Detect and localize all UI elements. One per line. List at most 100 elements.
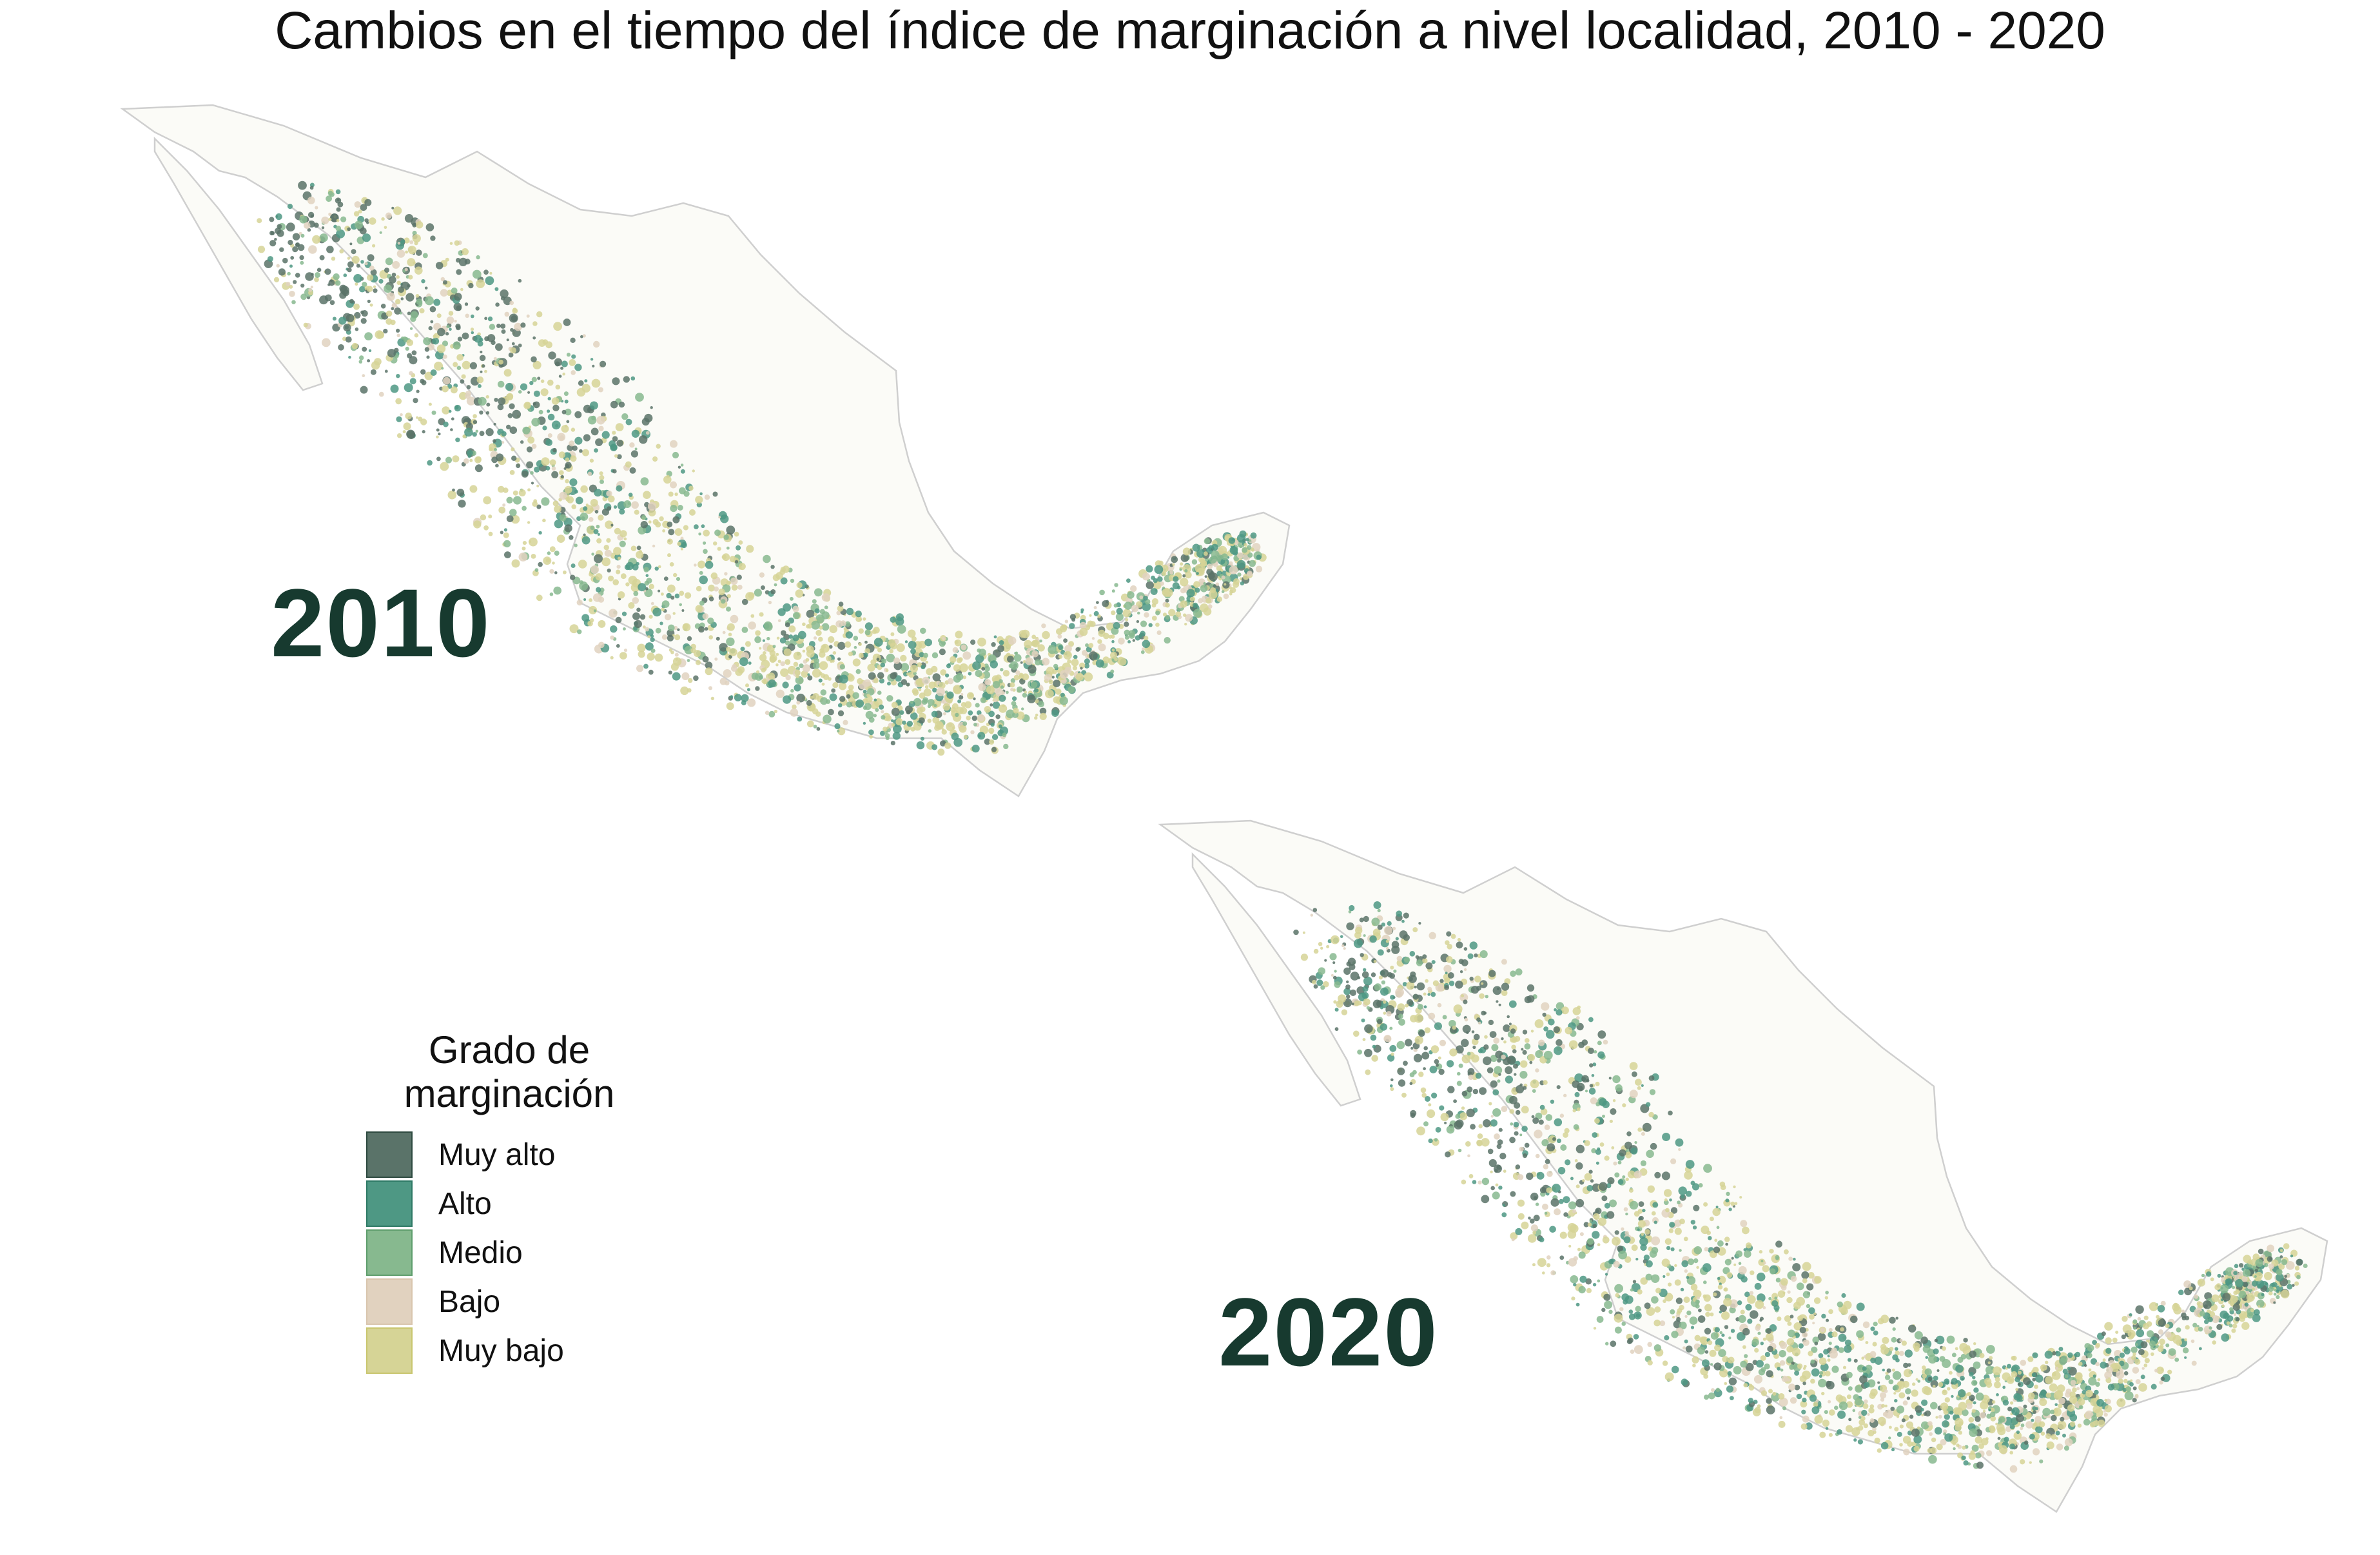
- locality-dot: [587, 471, 592, 476]
- locality-dot: [1892, 1327, 1896, 1331]
- map-2010: [120, 104, 1291, 797]
- locality-dot: [2198, 1280, 2203, 1285]
- locality-dot: [1661, 1171, 1670, 1180]
- locality-dot: [598, 641, 605, 649]
- locality-dot: [2146, 1330, 2154, 1338]
- locality-dot: [1709, 1349, 1717, 1357]
- locality-dot: [1868, 1407, 1875, 1414]
- locality-dot: [1521, 1126, 1528, 1132]
- locality-dot: [1204, 538, 1211, 545]
- locality-dot: [476, 376, 484, 384]
- locality-dot: [1861, 1356, 1864, 1360]
- locality-dot: [565, 424, 568, 427]
- locality-dot: [1533, 1215, 1540, 1222]
- locality-dot: [1405, 1003, 1409, 1008]
- locality-dot: [1519, 1071, 1528, 1079]
- locality-dot: [665, 614, 672, 621]
- locality-dot: [663, 576, 668, 581]
- locality-dot: [1519, 1146, 1524, 1152]
- locality-dot: [347, 227, 351, 231]
- locality-dot: [1567, 1223, 1577, 1232]
- locality-dot: [1511, 1044, 1516, 1050]
- locality-dot: [655, 627, 661, 634]
- locality-dot: [839, 682, 847, 690]
- locality-dot: [563, 318, 571, 326]
- locality-dot: [645, 642, 654, 651]
- locality-dot: [610, 400, 618, 409]
- locality-dot: [1574, 1073, 1584, 1082]
- locality-dot: [1001, 691, 1006, 695]
- locality-dot: [384, 369, 388, 373]
- locality-dot: [1596, 1316, 1604, 1323]
- locality-dot: [1843, 1300, 1852, 1309]
- locality-dot: [942, 703, 951, 711]
- locality-dot: [440, 462, 449, 471]
- locality-dot: [649, 614, 653, 619]
- locality-dot: [1350, 972, 1360, 981]
- locality-dot: [1592, 1132, 1598, 1138]
- locality-dot: [1853, 1358, 1858, 1363]
- locality-dot: [385, 212, 392, 219]
- locality-dot: [522, 546, 526, 551]
- locality-dot: [1371, 1055, 1378, 1062]
- locality-dot: [578, 380, 584, 386]
- locality-dot: [1895, 1347, 1898, 1351]
- locality-dot: [580, 335, 583, 338]
- locality-dot: [574, 364, 582, 371]
- locality-dot: [1527, 1234, 1537, 1243]
- locality-dot: [634, 620, 642, 629]
- locality-dot: [485, 428, 494, 436]
- locality-dot: [1389, 1044, 1397, 1052]
- locality-dot: [1736, 1332, 1746, 1341]
- locality-dot: [1726, 1191, 1730, 1196]
- locality-dot: [1821, 1313, 1826, 1319]
- locality-dot: [1738, 1266, 1747, 1275]
- locality-dot: [2256, 1276, 2262, 1282]
- locality-dot: [380, 304, 386, 309]
- locality-dot: [1051, 676, 1055, 679]
- locality-dot: [1507, 1015, 1510, 1019]
- locality-dot: [1963, 1338, 1968, 1343]
- locality-dot: [1865, 1341, 1869, 1344]
- locality-dot: [1492, 1089, 1499, 1096]
- locality-dot: [621, 413, 629, 420]
- locality-dot: [479, 431, 485, 436]
- locality-dot: [1543, 1164, 1548, 1169]
- locality-dot: [1728, 1336, 1731, 1340]
- locality-dot: [952, 713, 962, 722]
- locality-dot: [2242, 1281, 2248, 1287]
- locality-dot: [604, 549, 612, 557]
- locality-dot: [526, 446, 533, 453]
- locality-dot: [1690, 1284, 1698, 1291]
- locality-dot: [1669, 1222, 1675, 1228]
- locality-dot: [504, 551, 511, 558]
- locality-dot: [1635, 1079, 1642, 1086]
- locality-dot: [816, 727, 821, 731]
- locality-dot: [1228, 537, 1236, 544]
- locality-dot: [1362, 986, 1369, 992]
- locality-dot: [648, 509, 656, 517]
- locality-dot: [855, 669, 861, 674]
- locality-dot: [1467, 953, 1474, 959]
- locality-dot: [1631, 1244, 1638, 1251]
- locality-dot: [886, 653, 895, 663]
- locality-dot: [368, 349, 372, 353]
- locality-dot: [717, 547, 721, 551]
- locality-dot: [583, 506, 588, 511]
- locality-dot: [451, 417, 454, 421]
- locality-dot: [1489, 1031, 1497, 1038]
- locality-dot: [589, 401, 598, 410]
- locality-dot: [812, 599, 817, 604]
- locality-dot: [1499, 1153, 1507, 1160]
- locality-dot: [844, 641, 852, 648]
- locality-dot: [680, 686, 689, 695]
- locality-dot: [707, 617, 714, 625]
- locality-dot: [1690, 1325, 1695, 1329]
- locality-dot: [1793, 1302, 1801, 1309]
- locality-dot: [349, 298, 354, 304]
- locality-dot: [373, 288, 378, 293]
- locality-dot: [2042, 1407, 2051, 1416]
- locality-dot: [650, 637, 655, 642]
- locality-dot: [1466, 1108, 1475, 1117]
- locality-dot: [1949, 1371, 1953, 1375]
